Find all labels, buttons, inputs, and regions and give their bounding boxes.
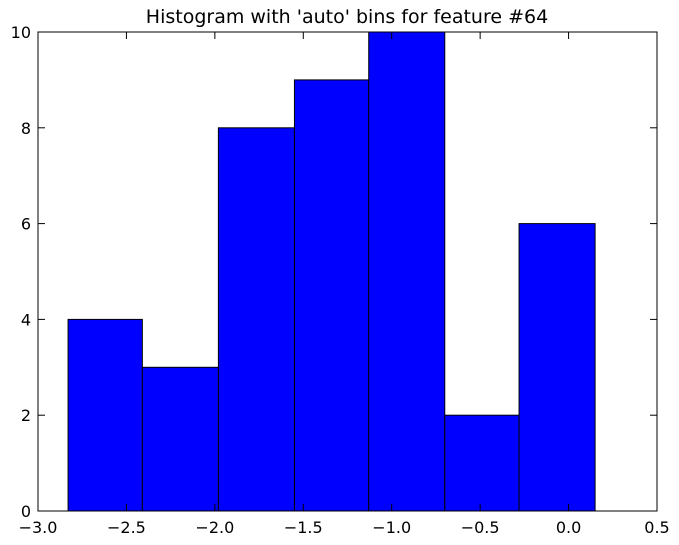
- x-tick-label-1: −2.5: [107, 518, 146, 537]
- y-tick-label-0: 0: [21, 502, 31, 521]
- histogram-bar-0: [67, 318, 143, 512]
- chart-title: Histogram with 'auto' bins for feature #…: [146, 6, 548, 28]
- histogram-bar-3: [293, 79, 370, 512]
- x-tick-label-7: 0.5: [644, 518, 669, 537]
- y-tick-label-1: 2: [21, 406, 31, 425]
- x-tick-label-2: −2.0: [195, 518, 234, 537]
- histogram-bar-6: [518, 223, 596, 512]
- histogram-bar-1: [141, 366, 219, 512]
- x-tick-label-4: −1.0: [372, 518, 411, 537]
- y-tick-label-3: 6: [21, 215, 31, 234]
- y-tick-label-5: 10: [11, 23, 31, 42]
- x-tick-label-0: −3.0: [19, 518, 58, 537]
- plot-frame: [37, 31, 658, 512]
- histogram-bar-2: [217, 127, 295, 512]
- x-tick-label-6: 0.0: [556, 518, 581, 537]
- x-tick-label-5: −0.5: [461, 518, 500, 537]
- histogram-bar-5: [444, 414, 520, 512]
- histogram-bar-4: [368, 31, 446, 512]
- bars-group: [67, 31, 596, 512]
- y-tick-label-4: 8: [21, 119, 31, 138]
- y-tick-label-2: 4: [21, 310, 31, 329]
- tick-labels-group: −3.0 −2.5 −2.0 −1.5 −1.0 −0.5 0.0 0.5 0 2 4 6 8 10: [11, 23, 670, 537]
- x-tick-label-3: −1.5: [284, 518, 323, 537]
